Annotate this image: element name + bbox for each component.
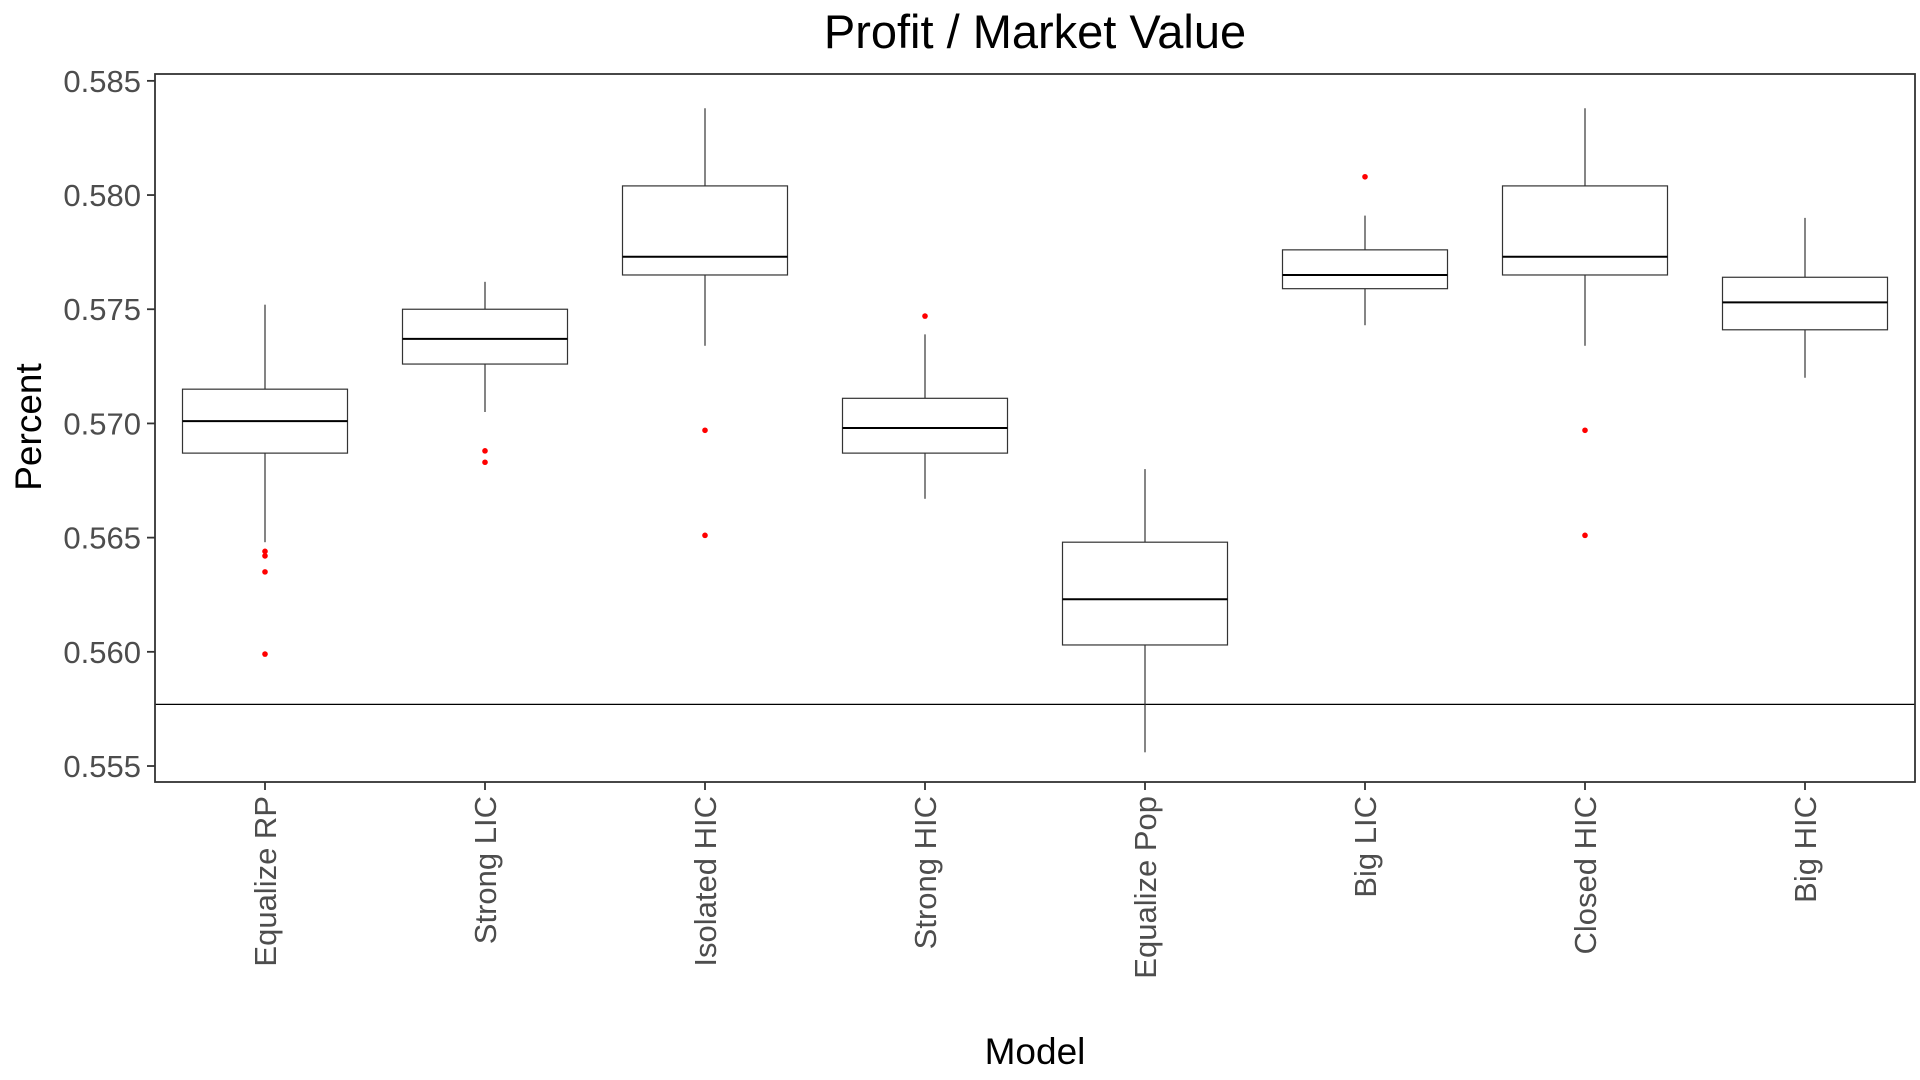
- y-tick-label: 0.575: [63, 292, 141, 327]
- x-axis: Equalize RP Strong LIC Isolated HIC Strong …: [248, 782, 1823, 979]
- x-tick-label: Big LIC: [1348, 796, 1383, 898]
- box: [841, 397, 1009, 454]
- y-tick-label: 0.585: [63, 64, 141, 99]
- y-axis-title: Percent: [8, 363, 49, 491]
- x-tick-label: Equalize Pop: [1128, 796, 1163, 979]
- outlier-point: [262, 553, 268, 559]
- y-axis: 0.555 0.560 0.565 0.570 0.575 0.580 0.585: [63, 64, 155, 784]
- y-tick-label: 0.560: [63, 635, 141, 670]
- x-tick-label: Strong LIC: [468, 796, 503, 944]
- box: [1721, 276, 1889, 331]
- box-group-strong-hic: [841, 313, 1009, 499]
- plot-area: [154, 73, 1916, 783]
- outlier-point: [1582, 427, 1588, 434]
- x-tick-label: Big HIC: [1788, 796, 1823, 903]
- box-group-equalize-pop: [1061, 469, 1229, 753]
- box-group-isolated-hic: [621, 108, 789, 539]
- x-axis-title: Model: [985, 1031, 1086, 1072]
- outlier-point: [1362, 173, 1368, 180]
- outlier-point: [482, 448, 488, 454]
- outlier-point: [262, 569, 268, 575]
- outlier-point: [922, 313, 928, 319]
- outlier-point: [262, 548, 268, 555]
- chart-title: Profit / Market Value: [824, 5, 1246, 58]
- box-group-equalize-rp: [181, 304, 349, 657]
- y-tick-label: 0.565: [63, 521, 141, 556]
- outlier-point: [702, 532, 708, 539]
- box-group-closed-hic: [1501, 108, 1669, 539]
- outlier-point: [702, 427, 708, 434]
- box: [621, 185, 789, 276]
- x-tick-label: Equalize RP: [248, 796, 283, 967]
- box: [1501, 185, 1669, 276]
- outlier-point: [482, 459, 488, 466]
- box: [401, 308, 569, 365]
- box: [1281, 249, 1449, 290]
- box-group-strong-lic: [401, 281, 569, 466]
- y-tick-label: 0.555: [63, 749, 141, 784]
- x-tick-label: Closed HIC: [1568, 796, 1603, 955]
- box-group-big-hic: [1721, 217, 1889, 378]
- y-tick-label: 0.570: [63, 406, 141, 441]
- box-group-big-lic: [1281, 173, 1449, 326]
- box: [1061, 541, 1229, 646]
- y-tick-label: 0.580: [63, 178, 141, 213]
- outlier-point: [1582, 532, 1588, 539]
- x-tick-label: Strong HIC: [908, 796, 943, 949]
- outlier-point: [262, 651, 268, 657]
- panel-border: [154, 73, 1916, 783]
- x-tick-label: Isolated HIC: [688, 796, 723, 967]
